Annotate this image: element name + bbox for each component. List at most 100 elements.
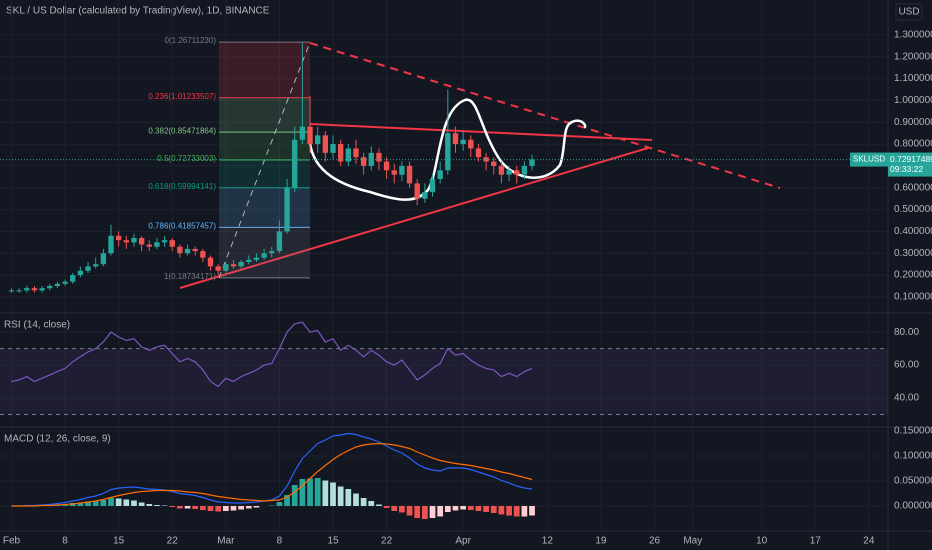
y-tick-label: 1.00000000 <box>894 95 932 106</box>
x-tick-label: 12 <box>542 536 554 547</box>
candle-body <box>360 157 367 166</box>
histogram-bar <box>322 480 329 506</box>
x-tick-label: Apr <box>455 536 471 547</box>
histogram-bar <box>460 506 467 510</box>
y-tick-label: 1.30000000 <box>894 30 932 41</box>
histogram-bar <box>230 506 237 511</box>
histogram-bar <box>108 498 114 506</box>
candle-body <box>445 133 451 171</box>
y-tick-label: 0.10000000 <box>894 292 932 303</box>
x-tick-label: 8 <box>62 536 68 547</box>
x-tick-label: May <box>683 536 702 547</box>
currency-box[interactable] <box>895 3 923 21</box>
histogram-bar <box>161 505 168 506</box>
hand-drawing <box>308 98 587 201</box>
y-tick-label: 0.05000000 <box>894 476 932 487</box>
histogram-bar <box>207 506 214 511</box>
candle-body <box>498 165 505 175</box>
y-tick-label: 0.30000000 <box>894 248 932 259</box>
macd-line <box>11 442 533 507</box>
histogram-bar <box>215 506 222 512</box>
y-tick-label: 0.90000000 <box>894 117 932 128</box>
histogram-bar <box>238 506 245 510</box>
candle-body <box>177 246 183 254</box>
x-tick-label: 17 <box>810 536 822 547</box>
candle-body <box>161 240 168 243</box>
candle-body <box>200 251 206 258</box>
symbol-label: SKLUSD <box>853 155 885 164</box>
x-tick-label: 19 <box>595 536 607 547</box>
candle-body <box>207 257 214 267</box>
fib-label: 0.618(0.59994141) <box>148 182 216 191</box>
candle-body <box>146 244 152 247</box>
currency[interactable]: USD <box>898 7 919 18</box>
candle-body <box>376 152 382 162</box>
candle-body <box>322 135 329 153</box>
x-tick-label: 15 <box>327 536 339 547</box>
histogram-bar <box>276 502 283 506</box>
rsi-band <box>0 348 888 415</box>
histogram-bar <box>391 506 398 511</box>
histogram-bar <box>314 478 321 506</box>
histogram-bar <box>360 498 367 506</box>
histogram-bar <box>429 506 436 518</box>
histogram-bar <box>475 506 482 511</box>
histogram-bar <box>177 506 183 509</box>
candle-body <box>70 275 76 282</box>
histogram-bar <box>490 506 497 513</box>
candle-body <box>108 235 114 254</box>
symbol-tag <box>850 152 888 167</box>
candle-body <box>62 281 68 284</box>
candle-body <box>491 161 497 166</box>
candle-body <box>123 240 129 243</box>
histogram-bar <box>406 506 413 516</box>
trend-line <box>179 147 649 289</box>
y-tick-label: 0.15000000 <box>894 426 932 437</box>
candle-body <box>506 170 512 175</box>
fib-label: 0(1.26711230) <box>165 36 217 45</box>
candle-body <box>521 165 528 175</box>
candle-body <box>215 266 221 271</box>
candle-body <box>406 165 413 184</box>
y-tick-label: 0.10000000 <box>894 451 932 462</box>
candle-body <box>100 253 107 265</box>
candle-body <box>253 257 260 260</box>
candle-body <box>452 133 459 145</box>
trend-line <box>309 42 781 189</box>
histogram-bar <box>498 506 505 515</box>
candle-body <box>16 290 22 292</box>
candle-body <box>77 270 84 276</box>
x-tick-label: 24 <box>863 536 875 547</box>
histogram-bar <box>437 506 444 517</box>
candle-body <box>261 253 267 258</box>
y-tick-label: 1.10000000 <box>894 73 932 84</box>
candle-body <box>315 135 321 145</box>
candle-body <box>115 235 122 241</box>
pane-title: MACD (12, 26, close, 9) <box>4 434 111 445</box>
histogram-bar <box>376 504 382 506</box>
candle-body <box>292 139 298 188</box>
candle-body <box>230 264 237 267</box>
candle-body <box>345 148 351 162</box>
candle-body <box>307 126 313 145</box>
candle-body <box>8 290 15 292</box>
histogram-bar <box>199 506 206 510</box>
histogram-bar <box>399 506 405 513</box>
histogram-bar <box>77 502 84 506</box>
price-tag <box>888 152 932 177</box>
candle-body <box>391 170 397 175</box>
candle-body <box>238 262 244 267</box>
y-tick-label: 0.20000000 <box>894 270 932 281</box>
histogram-bar <box>245 506 252 509</box>
y-tick-label: 80.00 <box>894 327 919 338</box>
candle-body <box>299 126 306 140</box>
histogram-bar <box>268 505 275 506</box>
histogram-bar <box>307 478 313 506</box>
x-tick-label: Feb <box>3 536 21 547</box>
candle-body <box>529 159 535 166</box>
rsi-line <box>11 321 533 388</box>
candle-body <box>47 286 53 289</box>
histogram-bar <box>383 506 390 508</box>
candle-body <box>85 266 91 271</box>
fib-label: 0.236(1.01233507) <box>148 92 216 101</box>
